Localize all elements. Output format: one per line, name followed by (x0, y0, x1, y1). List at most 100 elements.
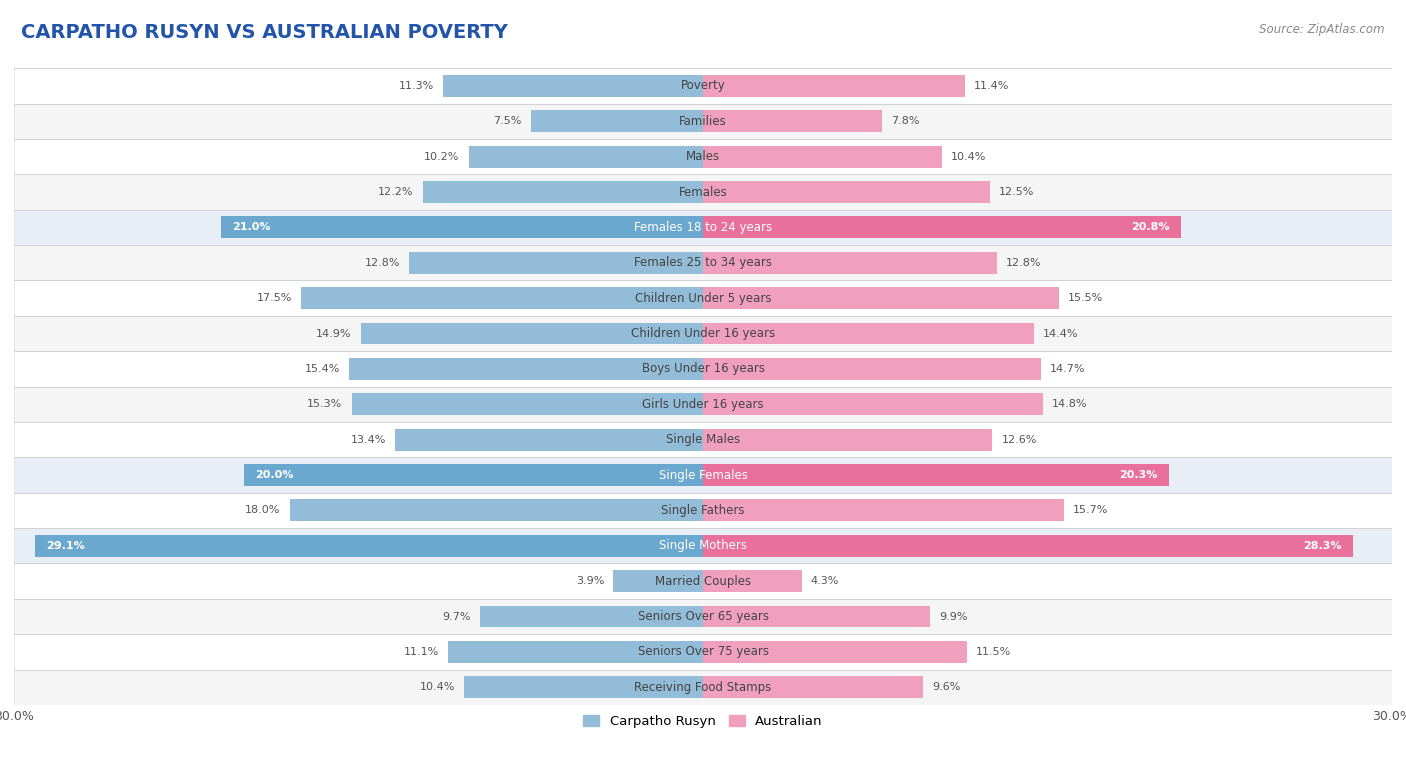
Text: CARPATHO RUSYN VS AUSTRALIAN POVERTY: CARPATHO RUSYN VS AUSTRALIAN POVERTY (21, 23, 508, 42)
FancyBboxPatch shape (14, 563, 1392, 599)
Bar (464, 676, 703, 698)
Bar (290, 500, 703, 522)
Bar (703, 606, 931, 628)
Text: 4.3%: 4.3% (811, 576, 839, 586)
Text: 14.8%: 14.8% (1052, 399, 1088, 409)
Text: 12.8%: 12.8% (364, 258, 399, 268)
Text: 11.3%: 11.3% (399, 81, 434, 91)
Bar (443, 75, 703, 97)
Text: 13.4%: 13.4% (350, 434, 387, 445)
Text: Source: ZipAtlas.com: Source: ZipAtlas.com (1260, 23, 1385, 36)
FancyBboxPatch shape (14, 387, 1392, 422)
Text: 10.4%: 10.4% (950, 152, 987, 161)
Text: Seniors Over 65 years: Seniors Over 65 years (637, 610, 769, 623)
Text: 3.9%: 3.9% (576, 576, 605, 586)
FancyBboxPatch shape (14, 599, 1392, 634)
FancyBboxPatch shape (14, 422, 1392, 457)
Text: 20.3%: 20.3% (1119, 470, 1157, 480)
Text: 9.7%: 9.7% (443, 612, 471, 622)
Bar (481, 606, 703, 628)
Text: 10.2%: 10.2% (425, 152, 460, 161)
Bar (531, 111, 703, 132)
FancyBboxPatch shape (14, 245, 1392, 280)
FancyBboxPatch shape (14, 210, 1392, 245)
FancyBboxPatch shape (14, 174, 1392, 210)
Text: 21.0%: 21.0% (232, 222, 271, 233)
Text: Girls Under 16 years: Girls Under 16 years (643, 398, 763, 411)
Text: 14.4%: 14.4% (1043, 328, 1078, 339)
FancyBboxPatch shape (14, 457, 1392, 493)
Bar (703, 429, 993, 450)
Text: 10.4%: 10.4% (419, 682, 456, 692)
Text: Males: Males (686, 150, 720, 163)
FancyBboxPatch shape (14, 104, 1392, 139)
FancyBboxPatch shape (14, 139, 1392, 174)
Bar (301, 287, 703, 309)
Bar (703, 111, 882, 132)
Bar (703, 641, 967, 662)
Text: 17.5%: 17.5% (256, 293, 292, 303)
FancyBboxPatch shape (14, 68, 1392, 104)
Text: 9.6%: 9.6% (932, 682, 962, 692)
Text: 15.3%: 15.3% (307, 399, 343, 409)
Text: 11.4%: 11.4% (974, 81, 1010, 91)
Text: Children Under 5 years: Children Under 5 years (634, 292, 772, 305)
Text: 7.8%: 7.8% (891, 116, 920, 127)
Bar (703, 464, 1170, 486)
Text: Females 18 to 24 years: Females 18 to 24 years (634, 221, 772, 234)
Bar (703, 535, 1353, 556)
Text: Married Couples: Married Couples (655, 575, 751, 587)
Bar (703, 500, 1063, 522)
Text: Single Males: Single Males (666, 433, 740, 446)
Text: 20.8%: 20.8% (1130, 222, 1170, 233)
Text: 7.5%: 7.5% (494, 116, 522, 127)
Text: Children Under 16 years: Children Under 16 years (631, 327, 775, 340)
FancyBboxPatch shape (14, 669, 1392, 705)
FancyBboxPatch shape (14, 316, 1392, 351)
Bar (395, 429, 703, 450)
Text: 14.9%: 14.9% (316, 328, 352, 339)
Text: Boys Under 16 years: Boys Under 16 years (641, 362, 765, 375)
Bar (703, 358, 1040, 380)
Legend: Carpatho Rusyn, Australian: Carpatho Rusyn, Australian (578, 709, 828, 733)
Bar (703, 287, 1059, 309)
Bar (423, 181, 703, 203)
Bar (449, 641, 703, 662)
Text: 15.4%: 15.4% (305, 364, 340, 374)
Text: Poverty: Poverty (681, 80, 725, 92)
FancyBboxPatch shape (14, 493, 1392, 528)
Bar (703, 323, 1033, 344)
Text: 11.1%: 11.1% (404, 647, 439, 657)
Bar (703, 217, 1181, 238)
Bar (352, 393, 703, 415)
Bar (243, 464, 703, 486)
FancyBboxPatch shape (14, 528, 1392, 563)
Text: 9.9%: 9.9% (939, 612, 969, 622)
Text: 12.2%: 12.2% (378, 187, 413, 197)
Bar (409, 252, 703, 274)
Bar (349, 358, 703, 380)
Text: 29.1%: 29.1% (46, 540, 84, 551)
FancyBboxPatch shape (14, 351, 1392, 387)
Bar (703, 393, 1043, 415)
Text: Families: Families (679, 114, 727, 128)
Text: 14.7%: 14.7% (1050, 364, 1085, 374)
Bar (468, 146, 703, 168)
Text: 28.3%: 28.3% (1303, 540, 1341, 551)
Text: Seniors Over 75 years: Seniors Over 75 years (637, 645, 769, 659)
Text: Single Females: Single Females (658, 468, 748, 481)
Bar (703, 570, 801, 592)
Text: 12.6%: 12.6% (1001, 434, 1036, 445)
Bar (703, 676, 924, 698)
Text: 20.0%: 20.0% (256, 470, 294, 480)
Text: Single Mothers: Single Mothers (659, 539, 747, 553)
Text: 11.5%: 11.5% (976, 647, 1011, 657)
Bar (361, 323, 703, 344)
FancyBboxPatch shape (14, 634, 1392, 669)
Text: Single Fathers: Single Fathers (661, 504, 745, 517)
Text: 12.5%: 12.5% (1000, 187, 1035, 197)
Text: 15.7%: 15.7% (1073, 506, 1108, 515)
FancyBboxPatch shape (14, 280, 1392, 316)
Bar (703, 252, 997, 274)
Bar (35, 535, 703, 556)
